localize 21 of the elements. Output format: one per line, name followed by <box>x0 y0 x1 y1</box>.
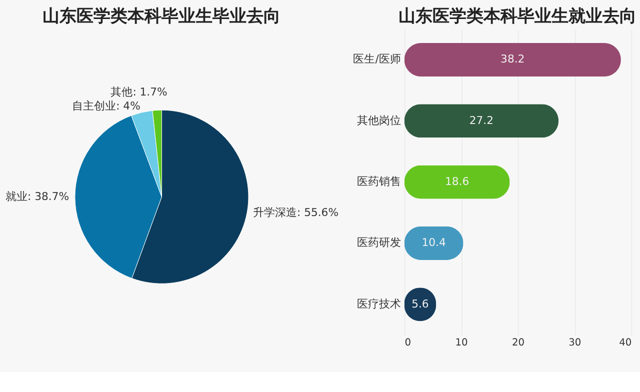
data-label: 10.4 <box>422 236 446 250</box>
chart-title: 山东医学类本科毕业生毕业去向 <box>42 5 281 26</box>
x-tick-label: 40 <box>619 337 632 348</box>
x-tick-label: 20 <box>512 337 524 348</box>
y-tick-label: 医疗技术 <box>356 297 401 310</box>
data-label: 5.6 <box>412 297 429 310</box>
slice-label: 其他: 1.7% <box>110 85 168 98</box>
y-tick-label: 医生/医师 <box>353 52 401 66</box>
slice-label: 自主创业: 4% <box>72 100 140 113</box>
x-tick-label: 10 <box>455 337 468 348</box>
y-tick-label: 其他岗位 <box>356 114 401 127</box>
chart-title: 山东医学类本科毕业生就业去向 <box>398 5 637 26</box>
slice-label: 升学深造: 55.6% <box>252 206 338 220</box>
data-label: 18.6 <box>444 175 470 188</box>
x-tick-label: 30 <box>568 337 582 348</box>
x-tick-label: 0 <box>404 337 412 348</box>
y-tick-label: 医药研发 <box>356 236 401 250</box>
data-label: 38.2 <box>500 52 525 66</box>
data-label: 27.2 <box>469 114 494 127</box>
y-tick-label: 医药销售 <box>356 175 401 188</box>
slice-label: 就业: 38.7% <box>6 190 70 204</box>
